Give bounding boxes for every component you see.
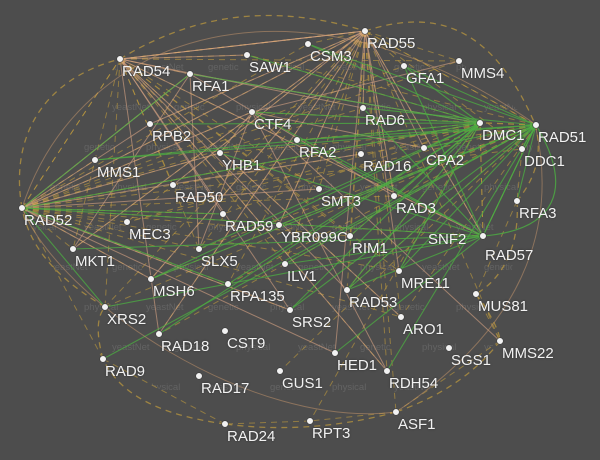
svg-text:physical: physical <box>484 422 518 433</box>
svg-text:yeastNet: yeastNet <box>298 342 336 353</box>
svg-text:physical: physical <box>84 62 118 73</box>
svg-text:physical: physical <box>546 22 580 33</box>
svg-text:genetic: genetic <box>50 422 81 433</box>
svg-text:physical: physical <box>0 262 22 273</box>
svg-text:physical: physical <box>518 382 552 393</box>
svg-text:yeastNet: yeastNet <box>0 422 26 433</box>
svg-text:genetic: genetic <box>84 382 115 393</box>
svg-text:yeastNet: yeastNet <box>22 382 60 393</box>
svg-text:yeastNet: yeastNet <box>580 382 600 393</box>
svg-text:yeastNet: yeastNet <box>50 22 88 33</box>
svg-text:physical: physical <box>0 22 22 33</box>
svg-text:yeastNet: yeastNet <box>146 302 184 313</box>
svg-text:yeastNet: yeastNet <box>546 422 584 433</box>
svg-text:yeastNet: yeastNet <box>518 62 556 73</box>
svg-text:genetic: genetic <box>298 22 329 33</box>
svg-text:physical: physical <box>112 422 146 433</box>
svg-text:genetic: genetic <box>484 22 515 33</box>
svg-text:genetic: genetic <box>0 342 19 353</box>
svg-text:physical: physical <box>546 262 580 273</box>
svg-text:physical: physical <box>50 342 84 353</box>
svg-text:yeastNet: yeastNet <box>422 22 460 33</box>
svg-text:physical: physical <box>332 382 366 393</box>
svg-text:genetic: genetic <box>22 302 53 313</box>
svg-text:genetic: genetic <box>84 142 115 153</box>
svg-text:physical: physical <box>580 222 600 233</box>
svg-text:yeastNet: yeastNet <box>422 262 460 273</box>
svg-text:genetic: genetic <box>208 62 239 73</box>
svg-text:genetic: genetic <box>580 62 600 73</box>
svg-text:genetic: genetic <box>456 382 487 393</box>
svg-text:genetic: genetic <box>546 102 577 113</box>
svg-text:yeastNet: yeastNet <box>546 182 584 193</box>
svg-text:genetic: genetic <box>236 182 267 193</box>
svg-text:yeastNet: yeastNet <box>174 422 212 433</box>
svg-text:genetic: genetic <box>580 302 600 313</box>
svg-text:yeastNet: yeastNet <box>360 422 398 433</box>
svg-text:genetic: genetic <box>394 302 425 313</box>
svg-text:genetic: genetic <box>22 62 53 73</box>
svg-text:genetic: genetic <box>112 22 143 33</box>
svg-text:genetic: genetic <box>360 342 391 353</box>
svg-text:yeastNet: yeastNet <box>0 182 26 193</box>
svg-text:yeastNet: yeastNet <box>22 142 60 153</box>
svg-text:genetic: genetic <box>0 102 19 113</box>
